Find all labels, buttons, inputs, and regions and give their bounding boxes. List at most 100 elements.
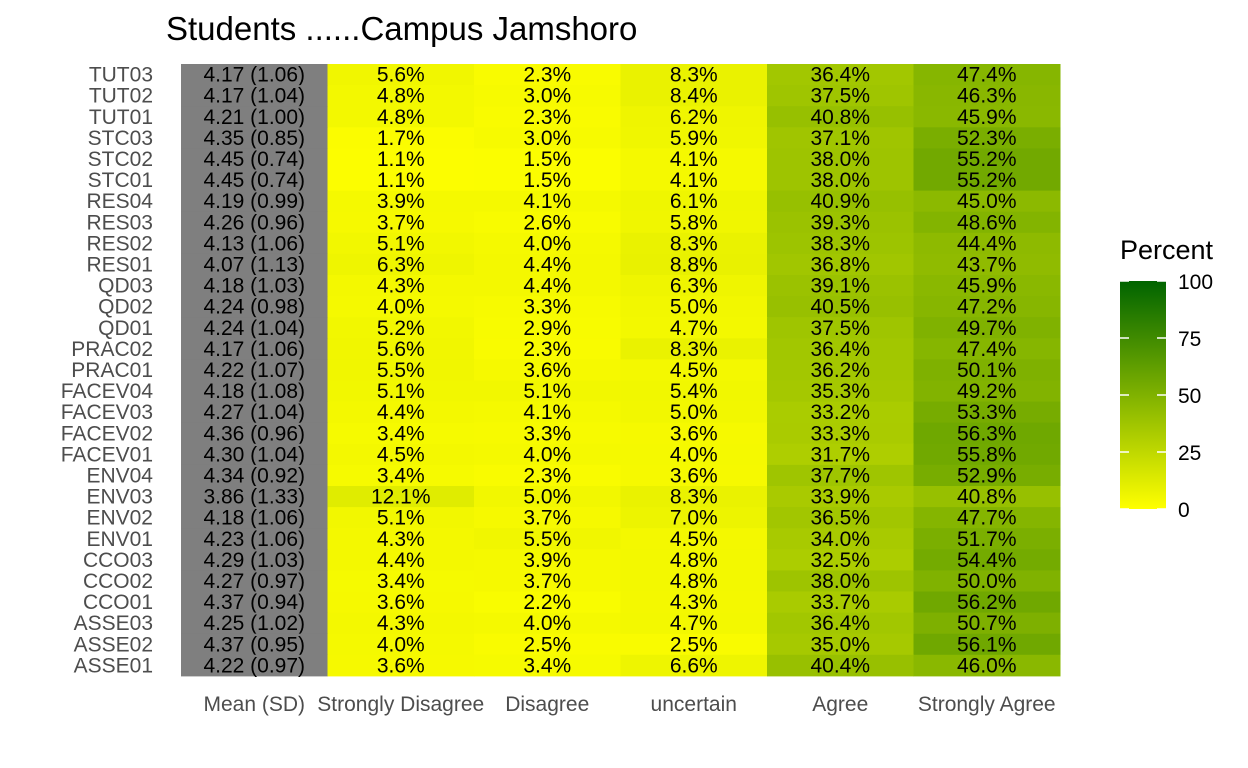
- heatmap-cell: [913, 528, 1061, 550]
- mean-cell: [181, 486, 328, 508]
- heatmap-cell: [913, 106, 1061, 128]
- row-label: PRAC01: [71, 359, 153, 382]
- cell-value-label: 33.3%: [810, 422, 870, 445]
- heatmap-cell: [913, 359, 1061, 381]
- heatmap-cell: [620, 380, 768, 403]
- cell-value-label: 56.2%: [957, 591, 1017, 614]
- heatmap-cell: [327, 85, 475, 107]
- cell-value-label: 52.3%: [957, 127, 1017, 150]
- mean-sd-label: 4.45 (0.74): [203, 169, 305, 192]
- mean-cell: [181, 275, 328, 297]
- cell-value-label: 35.3%: [810, 380, 870, 403]
- heatmap-cell: [767, 528, 914, 550]
- mean-sd-label: 4.24 (0.98): [203, 296, 305, 319]
- mean-cell: [181, 359, 328, 381]
- heatmap-cell: [913, 338, 1061, 360]
- cell-value-label: 46.3%: [957, 85, 1017, 108]
- heatmap-cell: [767, 591, 914, 614]
- cell-value-label: 5.5%: [377, 359, 425, 382]
- heatmap-cell: [620, 422, 768, 445]
- heatmap-cell: [620, 633, 768, 656]
- mean-sd-label: 4.21 (1.00): [203, 106, 305, 129]
- cell-value-label: 8.4%: [670, 85, 718, 108]
- cell-value-label: 3.4%: [377, 570, 425, 593]
- row-label: QD01: [98, 317, 153, 340]
- cell-value-label: 5.1%: [377, 507, 425, 530]
- mean-sd-label: 4.25 (1.02): [203, 612, 305, 635]
- heatmap-cell: [767, 464, 914, 487]
- heatmap-cell: [620, 275, 768, 297]
- cell-value-label: 32.5%: [810, 549, 870, 572]
- mean-sd-label: 4.07 (1.13): [203, 253, 305, 276]
- mean-sd-label: 4.19 (0.99): [203, 190, 305, 213]
- heatmap-cell: [327, 591, 475, 614]
- mean-sd-label: 4.17 (1.04): [203, 85, 305, 108]
- cell-value-label: 5.4%: [670, 380, 718, 403]
- row-label: ENV02: [86, 507, 153, 530]
- column-label: Strongly Agree: [918, 693, 1056, 716]
- heatmap-cell: [327, 275, 475, 297]
- heatmap-cell: [767, 296, 914, 318]
- cell-value-label: 4.0%: [523, 612, 571, 635]
- cell-value-label: 4.8%: [377, 106, 425, 129]
- heatmap-cell: [327, 211, 475, 234]
- cell-value-label: 37.1%: [810, 127, 870, 150]
- heatmap-cell: [474, 486, 621, 508]
- cell-value-label: 4.7%: [670, 317, 718, 340]
- mean-cell: [181, 190, 328, 213]
- row-label: ENV04: [86, 464, 153, 487]
- heatmap-cell: [474, 85, 621, 107]
- legend-tick-label: 50: [1178, 385, 1201, 408]
- heatmap-cell: [767, 317, 914, 339]
- heatmap-cell: [767, 148, 914, 170]
- row-label: STC02: [88, 148, 153, 171]
- cell-value-label: 2.9%: [523, 317, 571, 340]
- row-label: STC01: [88, 169, 153, 192]
- heatmap-cell: [767, 127, 914, 149]
- cell-value-label: 49.2%: [957, 380, 1017, 403]
- heatmap-cell: [474, 317, 621, 339]
- cell-value-label: 3.6%: [523, 359, 571, 382]
- heatmap-cell: [767, 612, 914, 635]
- cell-value-label: 36.2%: [810, 359, 870, 382]
- cell-value-label: 12.1%: [371, 486, 431, 509]
- heatmap-cell: [620, 106, 768, 128]
- cell-value-label: 34.0%: [810, 528, 870, 551]
- cell-value-label: 4.8%: [670, 549, 718, 572]
- heatmap-cell: [913, 64, 1061, 86]
- heatmap-cell: [913, 464, 1061, 487]
- heatmap-cell: [620, 317, 768, 339]
- heatmap-cell: [474, 338, 621, 360]
- heatmap-cell: [767, 654, 914, 677]
- cell-value-label: 5.1%: [377, 232, 425, 255]
- cell-value-label: 47.4%: [957, 64, 1017, 87]
- heatmap-cell: [913, 169, 1061, 192]
- cell-value-label: 39.1%: [810, 275, 870, 298]
- cell-value-label: 37.5%: [810, 317, 870, 340]
- row-label: FACEV04: [61, 380, 154, 403]
- mean-sd-label: 4.18 (1.03): [203, 275, 305, 298]
- cell-value-label: 5.2%: [377, 317, 425, 340]
- heatmap-cell: [474, 232, 621, 255]
- heatmap-cell: [474, 654, 621, 677]
- cell-value-label: 4.3%: [670, 591, 718, 614]
- mean-cell: [181, 612, 328, 635]
- mean-cell: [181, 443, 328, 466]
- heatmap-cell: [913, 211, 1061, 234]
- heatmap-cell: [767, 486, 914, 508]
- cell-value-label: 40.5%: [810, 296, 870, 319]
- heatmap-cell: [474, 401, 621, 424]
- heatmap-cell: [474, 106, 621, 128]
- heatmap-cell: [620, 612, 768, 635]
- mean-sd-label: 4.22 (0.97): [203, 654, 305, 677]
- mean-sd-label: 4.35 (0.85): [203, 127, 305, 150]
- heatmap-cell: [620, 169, 768, 192]
- heatmap-cell: [913, 443, 1061, 466]
- heatmap-cell: [474, 528, 621, 550]
- heatmap-cell: [913, 275, 1061, 297]
- column-labels: Mean (SD) Strongly Disagree Disagree uncert…: [203, 693, 1055, 716]
- cell-value-label: 43.7%: [957, 253, 1017, 276]
- mean-cell: [181, 528, 328, 550]
- cell-value-label: 46.0%: [957, 654, 1017, 677]
